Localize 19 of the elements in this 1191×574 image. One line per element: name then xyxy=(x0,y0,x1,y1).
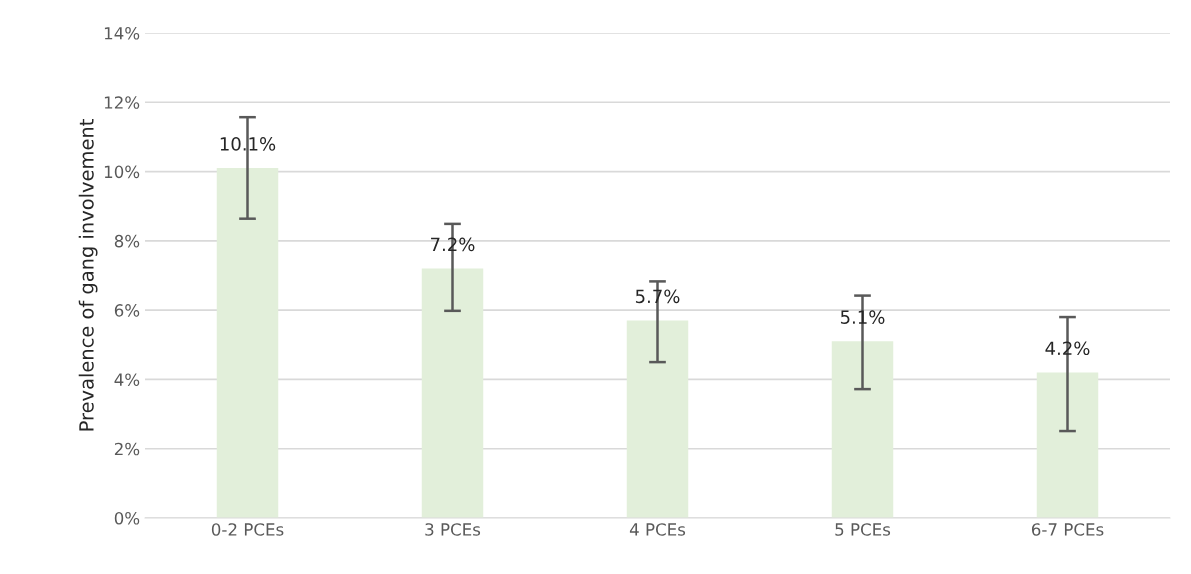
y-tick-label: 14% xyxy=(104,26,140,40)
bar xyxy=(216,168,279,518)
x-tick-label: 0-2 PCEs xyxy=(211,523,284,536)
y-tick-label: 6% xyxy=(114,304,140,317)
x-tick-label: 3 PCEs xyxy=(425,523,481,536)
bar xyxy=(626,320,689,518)
x-tick-label: 5 PCEs xyxy=(835,523,891,536)
y-tick-label: 10% xyxy=(104,165,140,179)
y-tick-label: 4% xyxy=(114,373,140,386)
bar xyxy=(831,341,894,518)
y-tick-label: 8% xyxy=(114,234,140,248)
bar xyxy=(1036,372,1099,518)
y-tick-label: 2% xyxy=(114,442,140,456)
bar xyxy=(421,268,484,518)
x-tick-label: 4 PCEs xyxy=(629,523,686,536)
y-tick-label: 0% xyxy=(114,511,140,525)
y-tick-label: 12% xyxy=(104,96,140,109)
y-axis-title: Prevalence of gang involvement xyxy=(78,119,98,431)
x-tick-label: 6-7 PCEs xyxy=(1031,523,1104,536)
